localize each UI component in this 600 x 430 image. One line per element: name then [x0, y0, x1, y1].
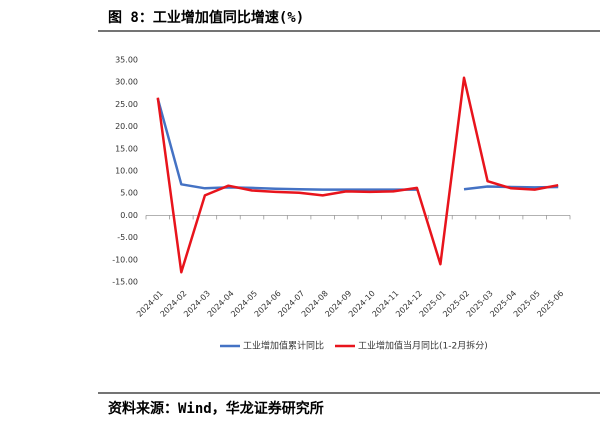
source-note: 资料来源：Wind，华龙证券研究所: [108, 400, 324, 417]
series-line: [156, 76, 559, 274]
y-tick-label: 0.00: [120, 211, 138, 220]
y-tick-label: -15.00: [112, 278, 138, 287]
series-line: [156, 98, 559, 191]
y-tick-label: 5.00: [120, 189, 138, 198]
y-tick-label: 15.00: [115, 144, 138, 153]
legend-label: 工业增加值累计同比: [243, 340, 324, 352]
y-tick-label: 30.00: [115, 78, 138, 87]
y-tick-label: 20.00: [115, 122, 138, 131]
y-tick-label: 10.00: [115, 167, 138, 176]
legend-label: 工业增加值当月同比(1-2月拆分): [358, 340, 488, 352]
y-tick-label: -10.00: [112, 255, 138, 264]
y-tick-label: 25.00: [115, 100, 138, 109]
y-tick-label: -5.00: [117, 233, 138, 242]
y-tick-label: 35.00: [115, 56, 138, 65]
chart-title: 图 8：工业增加值同比增速(%): [108, 9, 304, 26]
